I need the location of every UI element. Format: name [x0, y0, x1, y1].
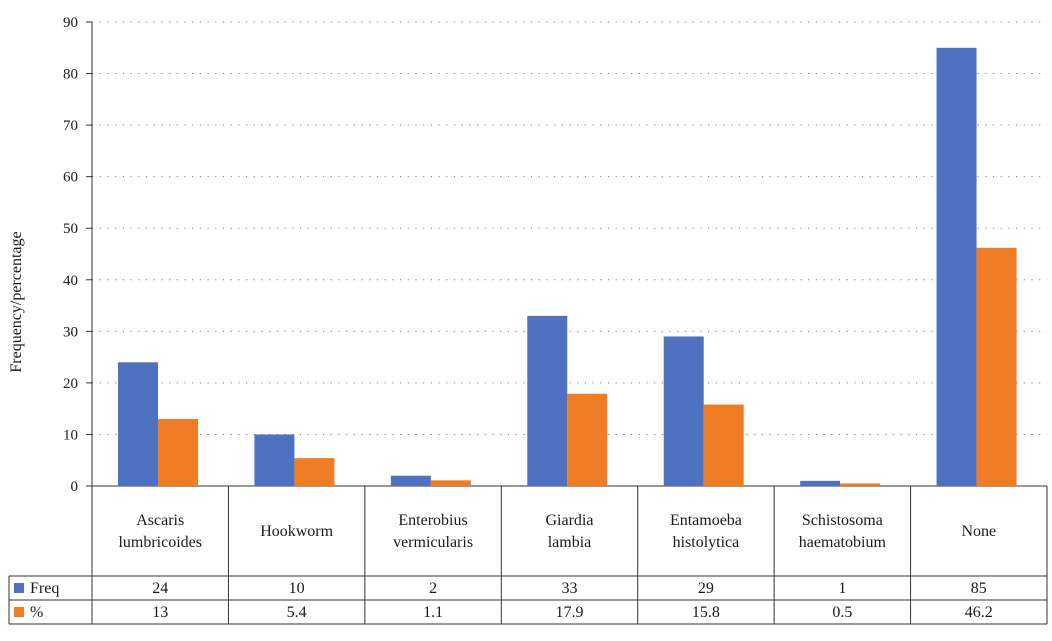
y-tick-label: 10 — [63, 427, 78, 443]
bars — [118, 47, 1017, 487]
y-tick-label: 90 — [63, 15, 78, 31]
category-label: lambia — [548, 534, 592, 551]
bar-percent — [840, 483, 881, 486]
bar-percent — [294, 458, 335, 486]
legend-label: Freq — [30, 580, 59, 597]
table-cell-value: 10 — [289, 580, 305, 597]
bar-percent — [976, 247, 1017, 486]
y-tick-label: 50 — [63, 221, 78, 237]
bar-percent — [703, 404, 744, 486]
table-cell-value: 17.9 — [556, 604, 584, 621]
legend-swatch-percent — [14, 607, 24, 617]
bar-freq — [390, 475, 431, 486]
table-cell-value: 5.4 — [287, 604, 307, 621]
table-cell-value: 1.1 — [423, 604, 443, 621]
bar-freq — [254, 434, 295, 486]
table-cell-value: 24 — [152, 580, 168, 597]
grid-lines — [92, 21, 1047, 435]
y-axis-title: Frequency/percentage — [8, 231, 25, 372]
table-cell-value: 1 — [838, 580, 846, 597]
legend-label: % — [30, 604, 43, 621]
bar-freq — [800, 480, 841, 486]
y-axis-ticks: 0 10 20 30 40 50 60 70 80 90 — [63, 15, 1047, 495]
bar-percent — [567, 393, 608, 486]
category-label: histolytica — [673, 534, 740, 551]
category-label: vermicularis — [393, 534, 473, 551]
bar-percent — [430, 480, 471, 486]
category-label: None — [961, 523, 996, 540]
table-cell-value: 0.5 — [832, 604, 852, 621]
table-cell-value: 29 — [698, 580, 714, 597]
category-label: Hookworm — [260, 523, 333, 540]
y-tick-label: 60 — [63, 170, 78, 186]
y-tick-label: 80 — [63, 67, 78, 83]
table-cell-value: 13 — [152, 604, 168, 621]
table-cell-value: 2 — [429, 580, 437, 597]
category-label: haematobium — [799, 534, 887, 551]
y-tick-label: 30 — [63, 324, 78, 340]
table-cell-value: 85 — [971, 580, 987, 597]
category-label: Giardia — [546, 512, 594, 529]
y-tick-label: 0 — [71, 479, 79, 495]
y-tick-label: 70 — [63, 118, 78, 134]
category-label: Ascaris — [136, 512, 184, 529]
y-tick-label: 40 — [63, 273, 78, 289]
bar-freq — [663, 336, 704, 486]
data-table: Ascaris lumbricoides Hookworm Enterobius ver… — [8, 486, 1048, 625]
bar-freq — [936, 47, 977, 487]
category-label: Entamoeba — [670, 512, 742, 529]
category-label: Schistosoma — [802, 512, 883, 529]
table-cell-value: 33 — [562, 580, 578, 597]
bar-freq — [527, 315, 568, 486]
table-cell-value: 46.2 — [965, 604, 993, 621]
y-tick-label: 20 — [63, 376, 78, 392]
bar-freq — [118, 362, 158, 486]
table-cell-value: 15.8 — [692, 604, 720, 621]
bar-percent — [158, 418, 198, 486]
category-label: lumbricoides — [118, 534, 202, 551]
legend-swatch-freq — [14, 583, 24, 593]
category-label: Enterobius — [398, 512, 467, 529]
